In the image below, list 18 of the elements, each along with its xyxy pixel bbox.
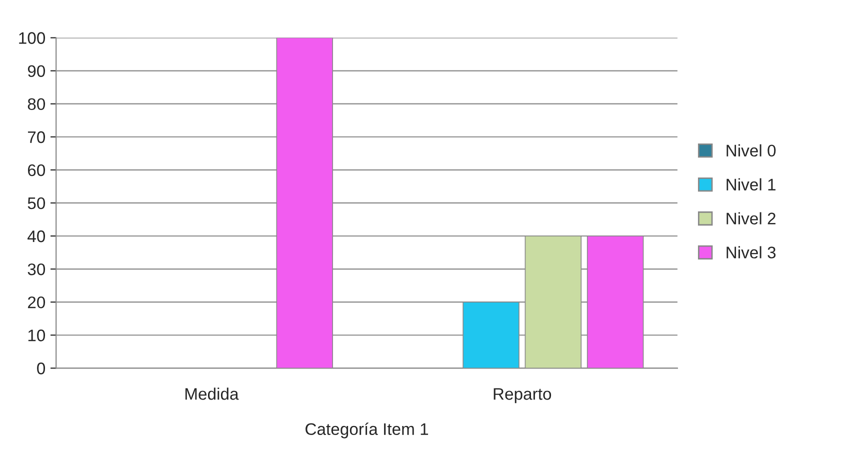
y-tick-label: 30 bbox=[28, 263, 46, 276]
legend-label: Nivel 2 bbox=[726, 212, 776, 224]
legend-label: Nivel 0 bbox=[726, 144, 776, 157]
y-tick-label: 20 bbox=[28, 296, 46, 308]
legend-label: Nivel 3 bbox=[726, 246, 776, 258]
x-tick-label: Medida bbox=[185, 388, 239, 400]
y-tick-label: 80 bbox=[28, 98, 46, 110]
x-axis-title: Categoría Item 1 bbox=[306, 422, 428, 438]
y-tick-label: 50 bbox=[28, 197, 46, 210]
legend-label: Nivel 1 bbox=[726, 178, 776, 190]
y-tick-label: 10 bbox=[28, 330, 46, 342]
y-tick-label: 60 bbox=[28, 164, 46, 176]
y-tick-label: 0 bbox=[37, 362, 46, 374]
y-tick-label: 100 bbox=[19, 32, 46, 44]
y-tick-label: 40 bbox=[28, 230, 46, 242]
y-tick-label: 70 bbox=[28, 131, 46, 144]
y-tick-label: 90 bbox=[28, 65, 46, 78]
x-tick-label: Reparto bbox=[494, 388, 552, 404]
